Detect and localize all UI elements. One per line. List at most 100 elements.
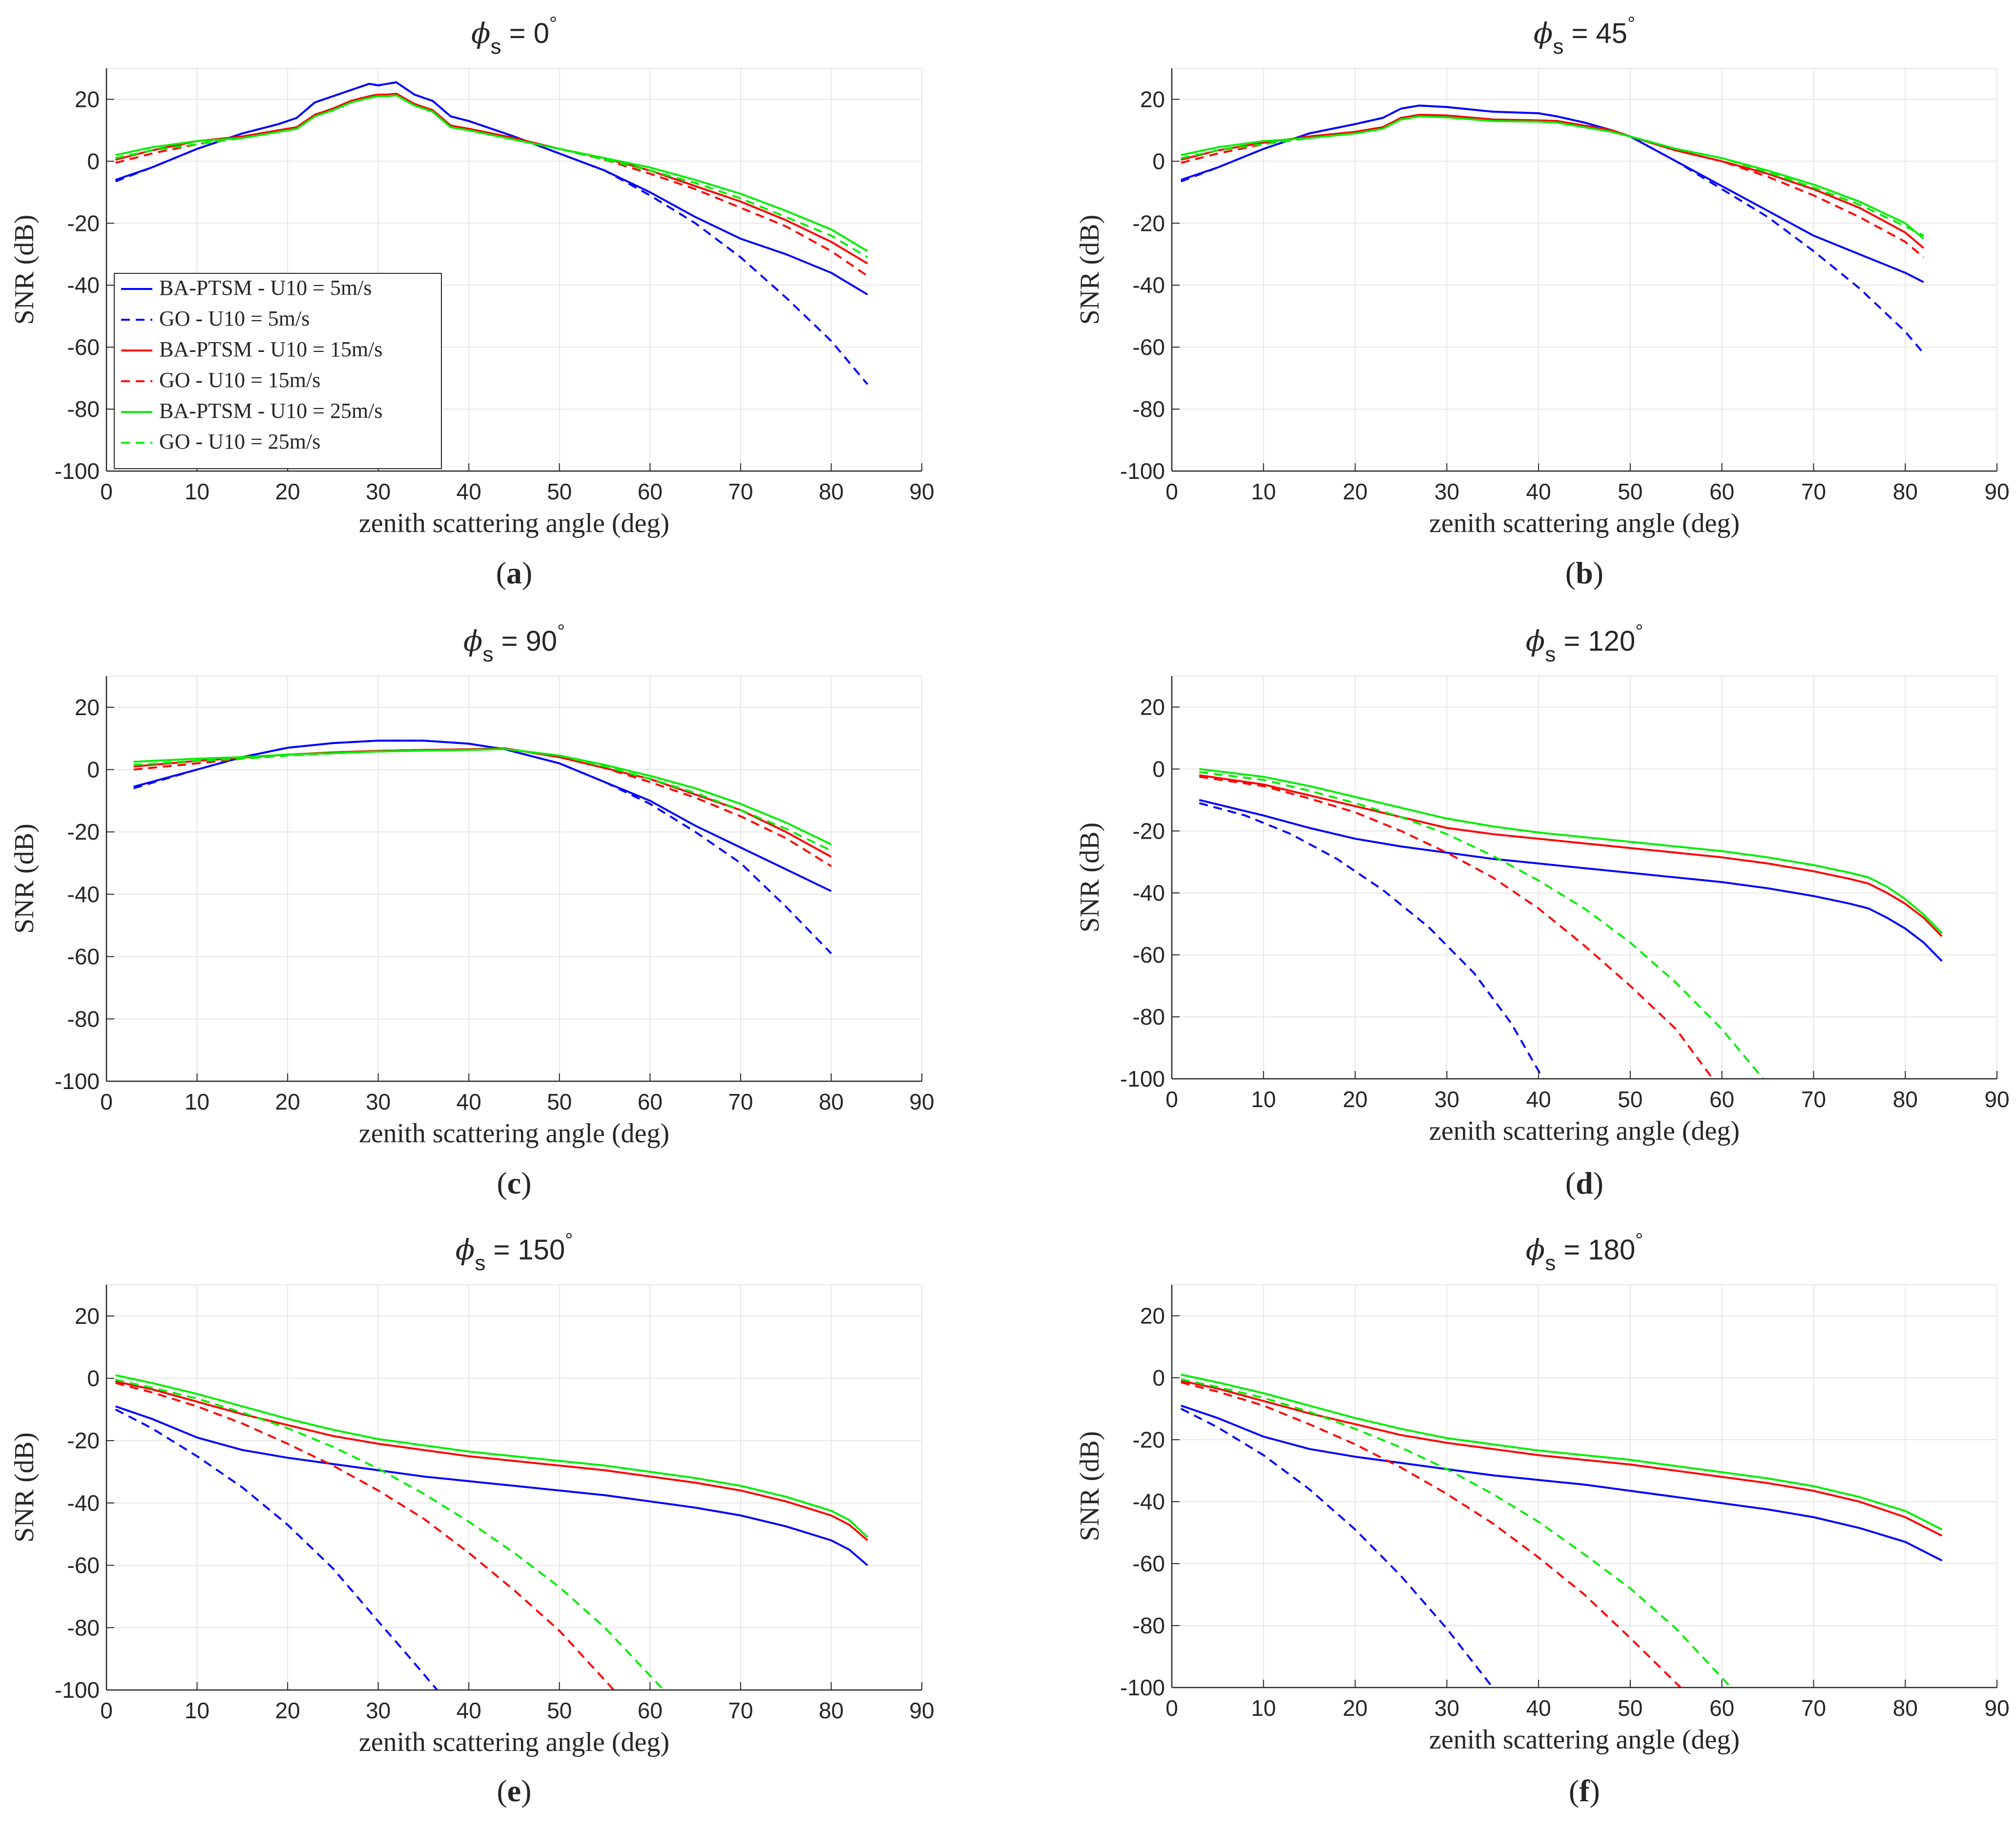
- y-tick-label: 20: [1140, 1303, 1165, 1328]
- y-tick-label: 0: [1152, 1365, 1165, 1390]
- title-symbol: ϕ: [1534, 17, 1553, 50]
- series-line-6: [1181, 115, 1924, 237]
- legend: BA-PTSM - U10 = 5m/s GO - U10 = 5m/s BA-PT…: [114, 273, 442, 469]
- series-line-2: [1180, 1408, 1494, 1688]
- series-line-4: [1181, 1381, 1682, 1688]
- x-tick-label: 80: [819, 479, 844, 504]
- title-value: = 0: [501, 18, 549, 49]
- x-tick-label: 50: [547, 1698, 572, 1723]
- x-tick-label: 60: [638, 479, 663, 504]
- x-axis-label: zenith scattering angle (deg): [1429, 1116, 1740, 1146]
- y-tick-label: -100: [1120, 1675, 1165, 1700]
- series-line-3: [1199, 774, 1943, 937]
- y-tick-label: -60: [1133, 334, 1165, 360]
- x-tick-label: 10: [185, 479, 209, 504]
- x-tick-label: 90: [909, 1089, 934, 1114]
- title-value: = 45: [1563, 18, 1627, 49]
- x-tick-label: 50: [547, 1089, 572, 1114]
- title-degree: °: [565, 1230, 573, 1251]
- series-line-1: [1181, 1404, 1943, 1562]
- series-line-2: [133, 740, 832, 954]
- y-tick-label: -100: [1120, 1066, 1165, 1092]
- x-tick-label: 90: [1984, 1087, 2009, 1112]
- y-tick-label: -20: [67, 1428, 100, 1453]
- title-subscript: s: [491, 35, 501, 59]
- x-tick-label: 70: [1801, 479, 1826, 504]
- legend-entry: GO - U10 = 15m/s: [159, 368, 320, 392]
- x-axis-label: zenith scattering angle (deg): [359, 1118, 669, 1149]
- series-line-4: [1181, 114, 1925, 258]
- legend-entry: BA-PTSM - U10 = 15m/s: [159, 337, 383, 361]
- x-tick-label: 60: [1709, 1087, 1734, 1112]
- title-symbol: ϕ: [1526, 624, 1545, 658]
- title-symbol: ϕ: [456, 1233, 475, 1266]
- x-tick-label: 70: [1801, 1695, 1826, 1721]
- x-tick-label: 0: [1165, 479, 1178, 504]
- x-tick-label: 80: [1893, 1087, 1918, 1112]
- x-axis-label: zenith scattering angle (deg): [1429, 1725, 1740, 1755]
- panel-caption: (a): [496, 556, 533, 590]
- series-line-4: [1199, 776, 1714, 1079]
- title-degree: °: [549, 13, 557, 35]
- x-tick-label: 50: [547, 479, 572, 504]
- x-tick-label: 90: [1984, 479, 2009, 504]
- x-tick-label: 40: [457, 479, 481, 504]
- y-tick-label: -100: [55, 1677, 100, 1703]
- y-tick-label: -40: [1133, 272, 1165, 298]
- x-tick-label: 80: [819, 1698, 844, 1723]
- x-tick-label: 80: [1893, 1695, 1918, 1721]
- title-subscript: s: [475, 1251, 485, 1275]
- title-symbol: ϕ: [471, 17, 491, 50]
- plot-area: [1172, 1285, 1997, 1688]
- panel-caption: (d): [1565, 1166, 1603, 1200]
- title-value: = 90: [493, 625, 557, 657]
- series-line-3: [115, 1380, 869, 1542]
- y-tick-label: -80: [67, 396, 100, 422]
- x-tick-label: 10: [185, 1089, 209, 1114]
- panel-caption: (c): [497, 1166, 531, 1200]
- title-degree: °: [1635, 1230, 1643, 1251]
- y-tick-label: 20: [1140, 86, 1165, 112]
- x-tick-label: 50: [1618, 1695, 1642, 1721]
- x-tick-label: 90: [909, 479, 934, 504]
- y-axis-label: SNR (dB): [1075, 823, 1105, 933]
- x-tick-label: 0: [100, 1089, 113, 1114]
- panel-a: 0 10 20 30 40 50 60 70 80 90 -100 -80 -60 -40 -20 0 20 ze…: [9, 13, 935, 590]
- series-line-5: [1181, 1374, 1943, 1531]
- y-tick-label: -80: [67, 1006, 100, 1031]
- x-tick-label: 20: [1343, 1087, 1368, 1112]
- plot-area: [1172, 68, 1997, 471]
- series-line-4: [115, 93, 868, 277]
- x-tick-label: 30: [1434, 479, 1459, 504]
- legend-entry: GO - U10 = 5m/s: [159, 307, 310, 330]
- y-axis-label: SNR (dB): [1075, 215, 1105, 325]
- y-axis-label: SNR (dB): [9, 215, 40, 325]
- y-tick-label: -60: [67, 334, 100, 360]
- title-subscript: s: [482, 642, 493, 666]
- title-degree: °: [557, 621, 565, 642]
- y-tick-label: -100: [55, 458, 100, 484]
- series-line-2: [115, 81, 869, 385]
- y-tick-label: -60: [1133, 1551, 1165, 1576]
- x-tick-label: 10: [1251, 479, 1276, 504]
- series-line-1: [115, 1405, 869, 1566]
- y-tick-label: -80: [67, 1615, 100, 1640]
- y-tick-label: 20: [75, 695, 100, 720]
- x-tick-label: 70: [728, 1698, 753, 1723]
- y-tick-label: 20: [1140, 694, 1165, 720]
- x-tick-label: 40: [1526, 479, 1551, 504]
- x-tick-label: 90: [1984, 1695, 2009, 1721]
- y-tick-label: -20: [67, 819, 100, 844]
- series-line-5: [115, 1374, 869, 1538]
- series-line-6: [115, 94, 868, 258]
- y-tick-label: 20: [75, 86, 100, 112]
- title-value: = 120: [1556, 625, 1635, 657]
- x-axis-label: zenith scattering angle (deg): [1429, 508, 1740, 538]
- y-tick-label: -60: [67, 1553, 100, 1578]
- legend-entry: GO - U10 = 25m/s: [159, 430, 320, 453]
- series-line-4: [115, 1382, 615, 1690]
- y-tick-label: -80: [1133, 1004, 1165, 1030]
- legend-entry: BA-PTSM - U10 = 5m/s: [159, 276, 372, 300]
- series-line-5: [1199, 768, 1943, 934]
